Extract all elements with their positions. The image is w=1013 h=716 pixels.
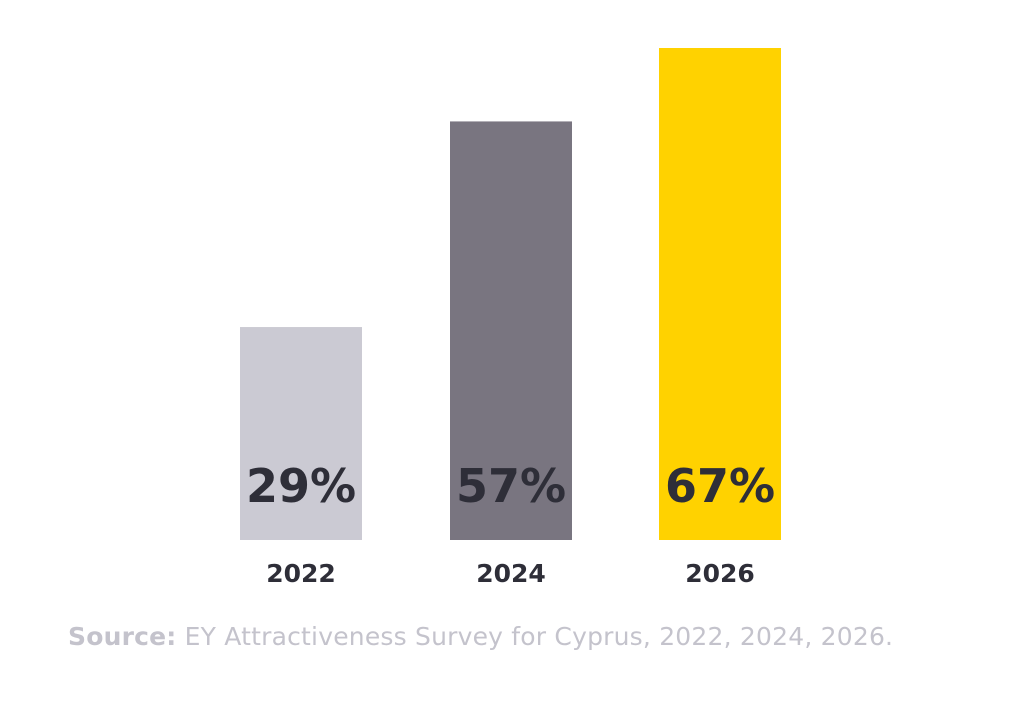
- bar-value-label: 29%: [246, 459, 356, 513]
- bar-value-label: 57%: [456, 459, 566, 513]
- bar-chart: 29% 2022 57% 2024 67% 2026: [240, 48, 781, 588]
- category-label: 2022: [266, 559, 336, 588]
- bar-value-label: 67%: [665, 459, 775, 513]
- category-label: 2024: [476, 559, 546, 588]
- category-label: 2026: [685, 559, 755, 588]
- source-note: Source: EY Attractiveness Survey for Cyp…: [68, 622, 893, 651]
- bar-2026: [659, 48, 781, 540]
- bar-2024: [450, 121, 572, 541]
- source-label: Source:: [68, 622, 177, 651]
- bar-2022: [240, 327, 362, 540]
- source-text: EY Attractiveness Survey for Cyprus, 202…: [176, 622, 894, 651]
